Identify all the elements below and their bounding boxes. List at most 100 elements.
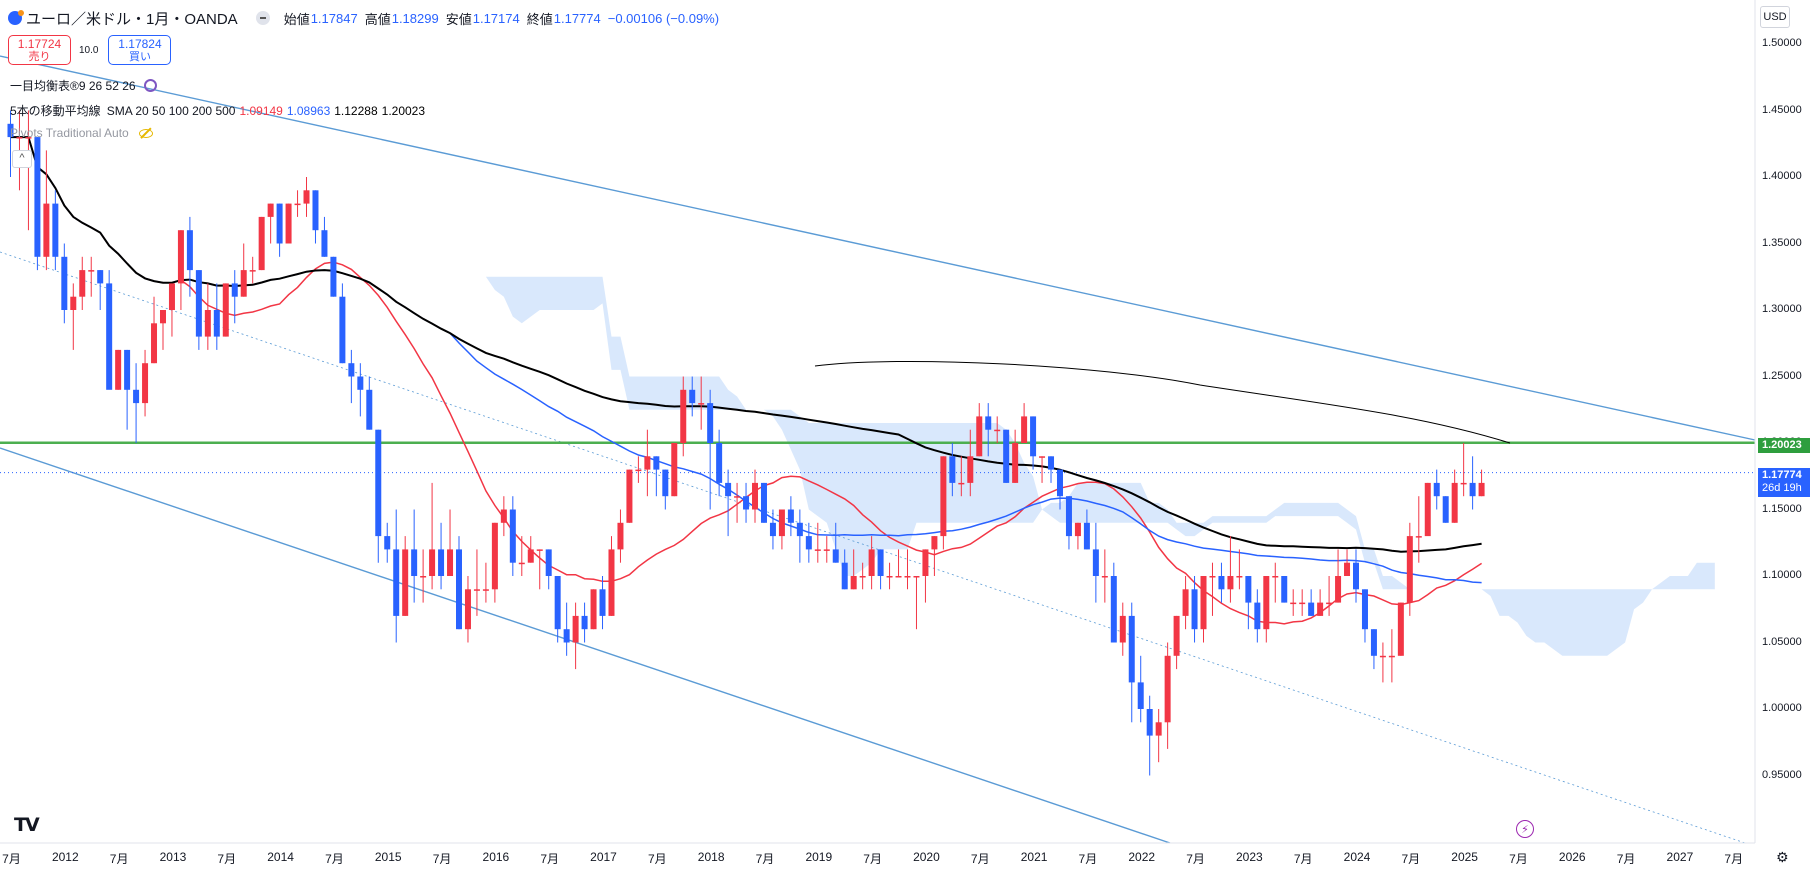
candle-body (1415, 536, 1422, 538)
sma-value-2: 1.08963 (286, 103, 331, 118)
candle-body (500, 509, 507, 523)
candle-body (294, 203, 301, 206)
collapse-legend-button[interactable]: ^ (12, 150, 32, 168)
price-tick-label: 1.05000 (1762, 635, 1802, 648)
settings-gear-icon[interactable]: ⚙ (1776, 849, 1789, 865)
candle-body (482, 589, 489, 591)
candle-body (384, 536, 391, 550)
time-tick-label: 2022 (1128, 850, 1156, 864)
price-tick-label: 1.35000 (1762, 236, 1802, 249)
bolt-icon[interactable]: ⚡ (1516, 820, 1534, 838)
eye-off-icon[interactable] (138, 128, 153, 138)
candle-body (1101, 576, 1108, 578)
price-tick-label: 1.30000 (1762, 303, 1802, 315)
candle-body (743, 496, 750, 510)
time-tick-label: 2027 (1666, 850, 1694, 864)
time-tick-label: 7月 (970, 852, 990, 866)
candle-body (411, 549, 418, 576)
low-value: 1.17174 (472, 10, 520, 26)
candle-body (25, 137, 32, 139)
pivots-legend[interactable]: Pivots Traditional Auto (10, 126, 153, 140)
candle-body (285, 203, 292, 244)
candle-body (1344, 562, 1351, 576)
tradingview-logo[interactable]: TV (14, 814, 40, 836)
candle-body (850, 576, 857, 590)
candle-body (267, 203, 274, 217)
candle-body (1119, 615, 1126, 643)
candle-body (213, 310, 220, 337)
time-tick-label: 7月 (325, 852, 344, 866)
time-tick-label: 2017 (590, 850, 617, 864)
candle-body (1317, 602, 1324, 616)
candle-body (976, 416, 983, 457)
ichimoku-legend[interactable]: 一目均衡表® 9 26 52 26 (10, 77, 157, 94)
candle-body (222, 283, 229, 337)
time-tick-label: 7月 (217, 852, 237, 866)
candle-body (1388, 655, 1395, 658)
candle-body (276, 203, 283, 244)
candle-body (671, 443, 678, 497)
candle-body (509, 509, 516, 563)
candle-body (1065, 496, 1072, 537)
candle-body (464, 589, 471, 630)
candle-body (330, 256, 337, 297)
sma-legend[interactable]: 5本の移動平均線 SMA 20 50 100 200 500 1.09149 1… (10, 102, 425, 119)
candle-body (940, 456, 947, 537)
candle-body (1155, 722, 1162, 736)
bar-countdown: 26d 19h (1762, 482, 1802, 494)
pivots-name: Pivots Traditional Auto (10, 126, 129, 140)
candle-body (886, 576, 893, 578)
change-value: −0.00106 (−0.09%) (607, 10, 720, 26)
time-tick-label: 2021 (1020, 850, 1048, 864)
time-tick-label: 7月 (1724, 852, 1744, 866)
candle-body (375, 429, 382, 537)
currency-selector[interactable]: USD (1760, 6, 1790, 28)
candle-body (1353, 562, 1359, 590)
candle-body (1146, 709, 1153, 736)
buy-button[interactable]: 1.17824 買い (108, 35, 172, 65)
candle-body (1003, 429, 1010, 483)
candle-body (859, 576, 866, 578)
candle-body (1021, 416, 1028, 443)
candle-body (1083, 522, 1090, 550)
candle-body (653, 456, 660, 470)
candle-body (7, 123, 14, 138)
candle-body (787, 509, 794, 523)
sell-price: 1.17724 (17, 37, 62, 51)
time-tick-label: 7月 (1401, 852, 1421, 866)
candle-body (1397, 602, 1404, 656)
candle-body (1137, 682, 1144, 709)
candle-body (931, 536, 938, 550)
candle-body (1056, 469, 1063, 497)
candle-body (707, 403, 714, 443)
candle-body (429, 549, 436, 576)
level-price-label: 1.20023 (1758, 438, 1810, 453)
candle-body (958, 482, 965, 485)
candle-body (1451, 482, 1458, 523)
minimize-icon[interactable] (255, 11, 270, 25)
candle-body (357, 376, 364, 390)
sell-button[interactable]: 1.17724 売り (8, 35, 71, 65)
candle-body (1209, 576, 1216, 578)
candle-body (231, 283, 238, 297)
high-label: 高値 (364, 11, 391, 27)
candle-body (312, 190, 319, 231)
candle-body (518, 562, 525, 565)
channel-line (0, 447, 1171, 844)
candle-body (177, 230, 184, 284)
candle-body (599, 589, 606, 616)
candle-body (168, 283, 175, 310)
candle-body (1200, 576, 1207, 630)
candle-body (456, 549, 462, 630)
time-tick-label: 7月 (540, 852, 560, 866)
candle-body (626, 469, 633, 523)
sma-20-line (10, 136, 1483, 625)
channel-line (0, 251, 1746, 844)
sma-100-line (10, 136, 1482, 553)
candle-body (545, 549, 552, 576)
candle-body (1164, 655, 1171, 723)
time-tick-label: 2020 (913, 850, 940, 864)
symbol-title[interactable]: ユーロ／米ドル・1月・OANDA (26, 10, 238, 28)
candle-body (1281, 576, 1288, 603)
